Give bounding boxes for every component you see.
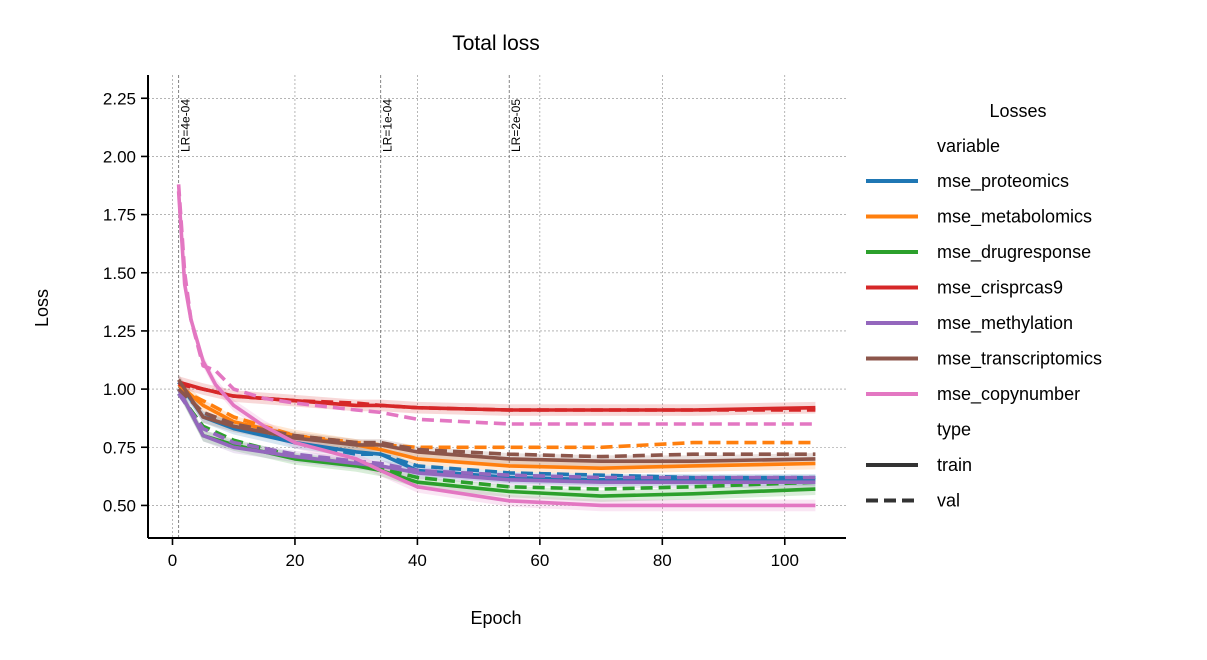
- series-line-train-mse_transcriptomics: [177, 378, 816, 463]
- y-tick-label: 1.00: [103, 380, 136, 399]
- axes: 0 20 40 60 80 100 0.50 0.75 1.00 1.25 1.50 1.75 2.00…: [103, 75, 846, 570]
- lr-marker-label: LR=1e-04: [381, 99, 395, 152]
- x-tick-label: 20: [285, 551, 304, 570]
- lr-marker-label: LR=4e-04: [179, 99, 193, 152]
- x-tick-label: 60: [530, 551, 549, 570]
- lr-marker-label: LR=2e-05: [509, 99, 523, 152]
- chart-title: Total loss: [452, 32, 540, 55]
- legend-label-mse_methylation: mse_methylation: [937, 313, 1073, 334]
- legend-label-mse_transcriptomics: mse_transcriptomics: [937, 349, 1102, 370]
- legend-style-title: type: [937, 420, 971, 440]
- x-tick-label: 40: [408, 551, 427, 570]
- legend-label-mse_proteomics: mse_proteomics: [937, 171, 1069, 192]
- series-line-val-mse_methylation: [177, 392, 816, 480]
- legend: Losses variable mse_proteomics mse_metabo…: [866, 101, 1102, 511]
- x-axis-label: Epoch: [470, 608, 521, 628]
- legend-label-train: train: [937, 455, 972, 475]
- series-line-train-mse_metabolomics: [177, 383, 816, 470]
- legend-label-mse_metabolomics: mse_metabolomics: [937, 207, 1092, 228]
- series-line-train-mse_copynumber: [176, 191, 816, 508]
- y-tick-label: 2.25: [103, 89, 136, 108]
- series-line-val-mse_drugresponse: [177, 392, 816, 491]
- y-tick-label: 1.25: [103, 322, 136, 341]
- y-tick-label: 1.75: [103, 206, 136, 225]
- y-tick-label: 0.75: [103, 438, 136, 457]
- x-tick-label: 80: [653, 551, 672, 570]
- series-lines: [176, 184, 816, 512]
- lr-markers: LR=4e-04 LR=1e-04 LR=2e-05: [178, 75, 523, 538]
- y-tick-label: 0.50: [103, 496, 136, 515]
- y-tick-label: 1.50: [103, 264, 136, 283]
- legend-label-mse_crisprcas9: mse_crisprcas9: [937, 278, 1063, 299]
- legend-label-val: val: [937, 491, 960, 511]
- series-line-val-mse_transcriptomics: [177, 387, 816, 459]
- x-tick-label: 100: [771, 551, 799, 570]
- series-band-mse_proteomics: [178, 376, 816, 486]
- series-band-mse_crisprcas9: [178, 376, 816, 416]
- x-tick-label: 0: [168, 551, 177, 570]
- legend-title: Losses: [989, 101, 1046, 121]
- legend-label-mse_drugresponse: mse_drugresponse: [937, 242, 1091, 263]
- y-tick-label: 2.00: [103, 147, 136, 166]
- series-line-train-mse_methylation: [177, 388, 816, 484]
- y-axis-label: Loss: [32, 289, 52, 327]
- legend-hue-title: variable: [937, 136, 1000, 156]
- legend-label-mse_copynumber: mse_copynumber: [937, 384, 1080, 405]
